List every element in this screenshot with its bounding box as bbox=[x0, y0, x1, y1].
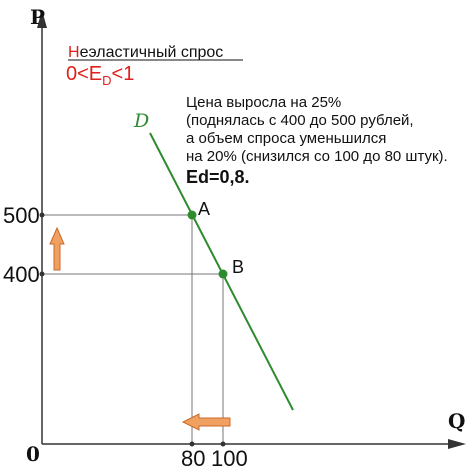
point-b bbox=[218, 269, 228, 279]
chart-title: Неэластичный спрос bbox=[68, 44, 223, 61]
x-axis-arrow-icon bbox=[448, 439, 466, 449]
tick-label-100: 100 bbox=[211, 446, 248, 471]
tick-dot-q-low bbox=[189, 441, 195, 447]
quantity-down-arrow-icon bbox=[181, 413, 231, 431]
tick-label-500: 500 bbox=[3, 203, 40, 228]
price-up-arrow-icon bbox=[49, 226, 65, 271]
description-line-1: Цена выросла на 25% bbox=[186, 94, 341, 111]
point-a bbox=[187, 210, 197, 220]
demand-curve-label: D bbox=[133, 110, 149, 132]
elasticity-condition: 0<ED<1 bbox=[66, 63, 134, 88]
description-line-4: на 20% (снизился со 100 до 80 штук). bbox=[186, 148, 448, 165]
tick-dot-p-high bbox=[39, 212, 45, 218]
y-axis-letter: P bbox=[30, 5, 45, 29]
description-line-3: а объем спроса уменьшился bbox=[186, 130, 386, 147]
y-axis-arrow-icon bbox=[37, 10, 47, 28]
tick-label-80: 80 bbox=[181, 446, 205, 471]
description-line-2: (поднялась с 400 до 500 рублей, bbox=[186, 112, 414, 129]
tick-label-400: 400 bbox=[3, 262, 40, 287]
x-axis-letter: Q bbox=[448, 409, 465, 433]
elasticity-result: Ed=0,8. bbox=[186, 167, 250, 187]
point-a-label: A bbox=[198, 199, 210, 219]
origin-label: 0 bbox=[26, 442, 40, 466]
tick-dot-p-low bbox=[39, 271, 45, 277]
point-b-label: B bbox=[232, 257, 244, 277]
tick-dot-q-high bbox=[220, 441, 226, 447]
